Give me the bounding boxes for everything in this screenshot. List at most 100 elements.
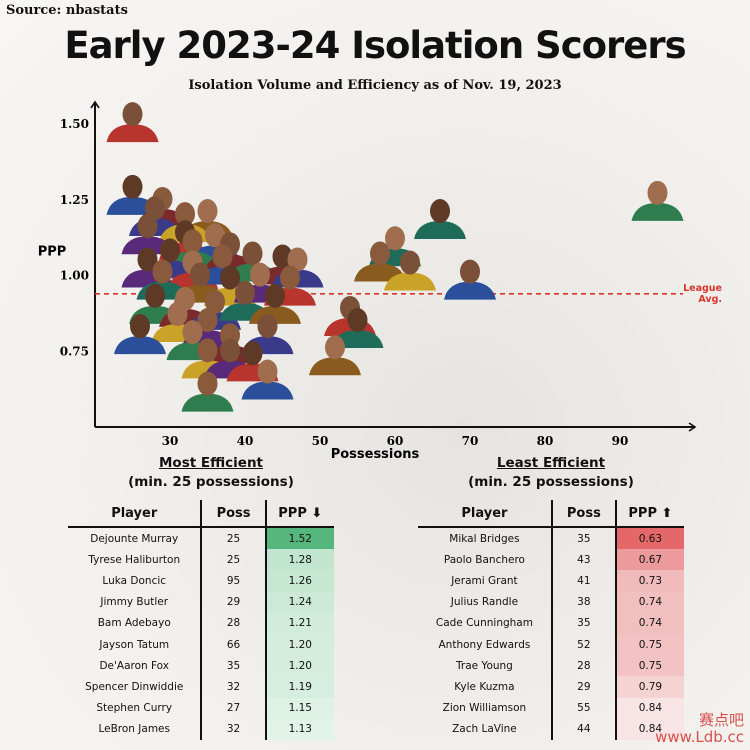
player-jersey-shape — [181, 393, 234, 412]
x-tick-label: 70 — [462, 434, 479, 448]
table-row: Stephen Curry 27 1.15 — [68, 697, 334, 719]
possessions: 28 — [551, 655, 617, 677]
x-axis-arrow — [688, 422, 697, 432]
player-head-shape — [130, 314, 150, 339]
y-tick-label: 1.25 — [60, 193, 89, 207]
player-head-shape — [272, 244, 293, 269]
player-head-shape — [220, 338, 240, 363]
table-row: De'Aaron Fox 35 1.20 — [68, 655, 334, 677]
y-axis-label: PPP — [38, 244, 67, 259]
player-head-shape — [182, 320, 203, 345]
player-name: Bam Adebayo — [68, 612, 203, 634]
table-row: Dejounte Murray 25 1.52 — [68, 527, 334, 550]
data-point — [631, 180, 684, 221]
player-head-shape — [235, 280, 255, 305]
possessions: 35 — [201, 655, 267, 677]
player-head-shape — [197, 199, 218, 224]
player-name: Tyrese Haliburton — [68, 549, 203, 571]
ppp-value: 1.13 — [265, 718, 334, 740]
least-efficient-heading: Least Efficient (min. 25 possessions) — [436, 454, 666, 492]
player-head-shape — [287, 247, 308, 272]
possessions: 25 — [201, 527, 267, 550]
player-head-shape — [347, 308, 368, 333]
ppp-value: 1.20 — [265, 655, 334, 677]
possessions: 38 — [551, 591, 617, 613]
col-ppp: PPP ⬇ — [265, 500, 334, 528]
ppp-value: 1.21 — [265, 612, 334, 634]
most-efficient-title: Most Efficient — [158, 455, 264, 471]
player-jersey-shape — [414, 221, 466, 240]
ppp-value: 0.84 — [615, 718, 684, 740]
possessions: 29 — [551, 676, 617, 698]
player-head-shape — [152, 259, 173, 284]
x-tick-label: 40 — [237, 434, 254, 448]
least-efficient-title: Least Efficient — [496, 455, 606, 471]
ppp-value: 0.84 — [615, 697, 684, 719]
table-row: Jayson Tatum 66 1.20 — [68, 633, 334, 656]
table-row: Anthony Edwards 52 0.75 — [418, 633, 684, 656]
source-label: Source: nbastats — [6, 3, 128, 18]
player-head-shape — [167, 302, 188, 326]
table-row: Spencer Dinwiddie 32 1.19 — [68, 676, 334, 698]
player-name: De'Aaron Fox — [68, 655, 203, 677]
table-header-row: Player Poss PPP ⬇ — [68, 500, 334, 528]
possessions: 66 — [201, 633, 267, 656]
player-head-shape — [145, 283, 165, 308]
table-row: LeBron James 32 1.13 — [68, 718, 334, 740]
watermark-line2: www.Ldb.cc — [655, 728, 744, 746]
y-axis-arrow — [90, 100, 100, 109]
possessions: 55 — [551, 697, 617, 719]
player-name: Spencer Dinwiddie — [68, 676, 203, 698]
ppp-value: 1.26 — [265, 570, 334, 592]
col-poss: Poss — [201, 500, 267, 528]
table-row: Jerami Grant 41 0.73 — [418, 570, 684, 592]
least-efficient-table: Player Poss PPP ⬆ Mikal Bridges 35 0.63 Pao… — [418, 500, 684, 740]
col-player: Player — [418, 500, 553, 528]
player-name: Dejounte Murray — [68, 527, 203, 550]
player-name: Jimmy Butler — [68, 591, 203, 613]
data-point — [309, 335, 361, 376]
ppp-value: 0.73 — [615, 570, 684, 592]
possessions: 32 — [201, 676, 267, 698]
player-head-shape — [197, 371, 218, 396]
ppp-value: 1.24 — [265, 591, 334, 613]
possessions: 28 — [201, 612, 267, 634]
y-tick-label: 0.75 — [60, 344, 89, 358]
table-row: Trae Young 28 0.75 — [418, 655, 684, 677]
player-name: LeBron James — [68, 718, 203, 740]
ppp-value: 0.79 — [615, 676, 684, 698]
x-tick-label: 50 — [312, 434, 329, 448]
player-name: Luka Doncic — [68, 570, 203, 592]
player-name: Anthony Edwards — [418, 633, 553, 656]
x-tick-label: 30 — [162, 434, 179, 448]
player-head-shape — [137, 214, 158, 239]
col-ppp: PPP ⬆ — [615, 500, 684, 528]
scatter-plot: 30 40 50 60 70 80 90 0.75 1.00 1.25 1.50 Possession… — [38, 100, 722, 462]
league-average-label: League — [683, 283, 722, 294]
most-efficient-heading: Most Efficient (min. 25 possessions) — [96, 454, 326, 492]
data-point — [241, 359, 294, 400]
data-point — [331, 308, 384, 349]
player-head-shape — [160, 238, 180, 263]
player-name: Jerami Grant — [418, 570, 553, 592]
player-name: Jayson Tatum — [68, 633, 203, 656]
player-jersey-shape — [631, 202, 684, 221]
table-row: Julius Randle 38 0.74 — [418, 591, 684, 613]
player-head-shape — [460, 259, 480, 284]
player-head-shape — [257, 314, 278, 339]
possessions: 32 — [201, 718, 267, 740]
possessions: 95 — [201, 570, 267, 592]
ppp-value: 0.75 — [615, 655, 684, 677]
chart-subtitle: Isolation Volume and Efficiency as of No… — [188, 78, 562, 93]
player-head-shape — [242, 241, 263, 266]
player-name: Cade Cunningham — [418, 612, 553, 634]
table-header-row: Player Poss PPP ⬆ — [418, 500, 684, 528]
player-head-shape — [647, 180, 668, 205]
player-name: Zion Williamson — [418, 697, 553, 719]
table-row: Luka Doncic 95 1.26 — [68, 570, 334, 592]
league-average-label: Avg. — [698, 294, 722, 305]
possessions: 27 — [201, 697, 267, 719]
watermark-line1: 赛点吧 — [698, 711, 744, 729]
player-head-shape — [205, 289, 225, 314]
possessions: 52 — [551, 633, 617, 656]
